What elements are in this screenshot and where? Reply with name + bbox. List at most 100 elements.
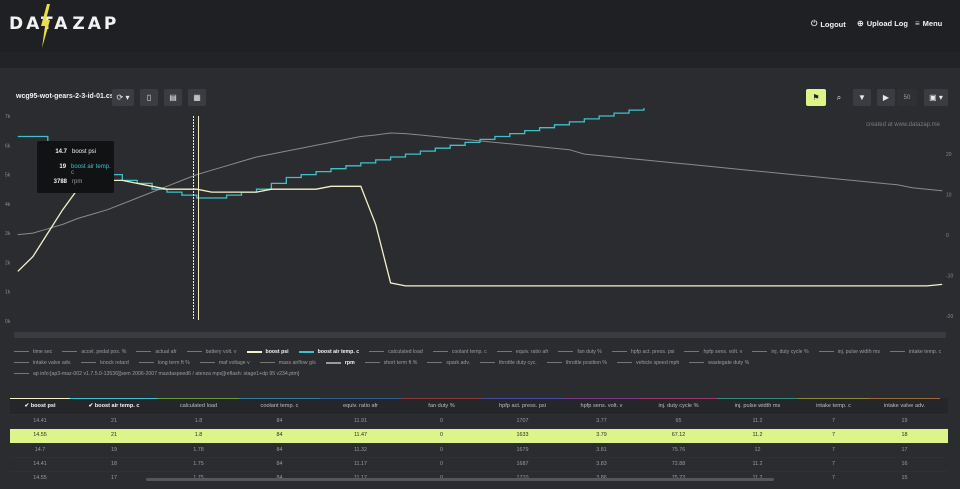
column-header[interactable]: intake valve adv.	[869, 398, 940, 414]
table-cell: 12	[754, 446, 761, 453]
table-cell: 0	[440, 432, 443, 439]
series-point	[300, 147, 302, 149]
legend-item[interactable]: hpfp sens. volt. v	[684, 347, 742, 358]
speed-input[interactable]: 50	[897, 89, 917, 106]
refresh-button[interactable]: ⟳ ▾	[112, 89, 134, 106]
layout-button[interactable]: ▤	[164, 89, 182, 106]
tooltip-value: 14.7	[55, 149, 67, 155]
column-header[interactable]: hpfp act. press. psi	[482, 398, 563, 414]
legend-label: rpm	[344, 360, 355, 366]
legend-item[interactable]: maf voltage v	[199, 358, 250, 369]
column-header[interactable]: coolant temp. c	[239, 398, 320, 414]
series-point	[405, 133, 406, 134]
table-cell: 7	[832, 446, 835, 453]
table-button[interactable]: ▦	[188, 89, 206, 106]
legend-swatch	[818, 350, 834, 353]
table-row[interactable]: 14.55 21 1.8 84 11.47 0 1633 3.79 67.12 11.2 7 18	[10, 428, 948, 443]
series-point	[554, 285, 555, 287]
legend-item[interactable]: boost psi	[246, 347, 289, 358]
menu-link[interactable]: ≡ Menu	[915, 19, 942, 28]
logout-label: Logout	[820, 19, 846, 29]
legend-item[interactable]: actual afr	[136, 347, 177, 358]
upload-log-link[interactable]: ⊕ Upload Log	[857, 19, 908, 28]
column-header[interactable]: ✔ boost air temp. c	[70, 398, 158, 414]
chart-svg[interactable]: 7k 6k 5k 4k 3k 2k 1k 0k 20 10 0 -10 -20 created at ww…	[0, 48, 960, 340]
legend-label: vehicle speed mph	[635, 360, 680, 366]
legend-item[interactable]: battery volt. v	[186, 347, 237, 358]
legend-item[interactable]: intake temp. c	[889, 347, 941, 358]
legend-item[interactable]: spark adv.	[427, 358, 470, 369]
legend-item[interactable]: equiv. ratio afr	[496, 347, 548, 358]
legend-item[interactable]: ap info:[ap3-maz-002 v1.7.5.0-13536][sem…	[14, 369, 299, 380]
flag-button[interactable]: ⚑	[806, 89, 826, 106]
legend-item[interactable]: throttle position %	[546, 358, 607, 369]
tooltip-value: 3788	[53, 179, 67, 185]
column-header[interactable]: hpfp sens. volt. v	[563, 398, 640, 414]
legend-item[interactable]: throttle duty cyc.	[479, 358, 537, 369]
legend-item[interactable]: rpm	[325, 358, 355, 369]
column-header[interactable]: calculated load	[158, 398, 239, 414]
series-point	[852, 285, 853, 287]
column-header[interactable]: intake temp. c	[798, 398, 869, 414]
series-point	[658, 285, 660, 287]
filter-button[interactable]: ▼	[853, 89, 871, 106]
chart-legend: time sec accel. pedal pos. % actual afr bat…	[14, 347, 954, 380]
table-row[interactable]: 14.7 19 1.78 84 11.32 0 1679 3.81 75.76 12 7 17	[10, 442, 948, 457]
series-point	[226, 165, 228, 167]
legend-item[interactable]: short term ft %	[364, 358, 417, 369]
column-header[interactable]: inj. pulse width ms	[717, 398, 798, 414]
series-point	[270, 153, 272, 155]
legend-item[interactable]: vehicle speed mph	[616, 358, 680, 369]
series-point	[330, 185, 332, 187]
power-icon: ⏻	[811, 19, 818, 28]
y-left-tick-label: 5k	[5, 173, 11, 179]
column-header[interactable]: ✔ boost psi	[10, 398, 70, 414]
legend-item[interactable]: fan duty %	[558, 347, 602, 358]
legend-item[interactable]: wastegate duty %	[689, 358, 749, 369]
series-point	[360, 185, 362, 187]
table-row[interactable]: 14.41 18 1.75 84 11.17 0 1687 3.83 72.88 11.2 7 16	[10, 456, 948, 471]
legend-item[interactable]: coolant temp. c	[432, 347, 487, 358]
legend-swatch	[427, 361, 443, 364]
series-point	[598, 285, 600, 287]
legend-item[interactable]: accel. pedal pos. %	[62, 347, 126, 358]
series-point	[494, 285, 496, 287]
legend-item[interactable]: knock retard	[81, 358, 129, 369]
column-header[interactable]: equiv. ratio afr	[320, 398, 401, 414]
legend-item[interactable]: long term ft %	[138, 358, 190, 369]
legend-item[interactable]: mass airflow g/s	[259, 358, 316, 369]
series-point	[673, 285, 675, 287]
series-point	[881, 182, 883, 184]
table-row[interactable]: 14.41 21 1.8 84 11.91 0 1707 3.77 65 11.2 7 19	[10, 414, 948, 428]
column-header[interactable]: inj. duty cycle %	[640, 398, 717, 414]
series-point	[196, 188, 198, 190]
legend-item[interactable]: calculated load	[369, 347, 423, 358]
legend-swatch	[889, 350, 905, 353]
legend-item[interactable]: inj. duty cycle %	[752, 347, 809, 358]
legend-item[interactable]: inj. pulse width ms	[818, 347, 880, 358]
legend-item[interactable]: time sec	[14, 347, 52, 358]
series-point	[926, 285, 928, 287]
legend-label: hpfp act. press. psi	[630, 349, 675, 355]
legend-item[interactable]: intake valve adv.	[14, 358, 71, 369]
zoom-button[interactable]: ⌕	[830, 89, 848, 106]
legend-label: throttle position %	[565, 360, 607, 366]
log-chart[interactable]: 7k 6k 5k 4k 3k 2k 1k 0k 20 10 0 -10 -20 created at ww…	[0, 48, 960, 340]
table-cell: 1.8	[194, 418, 203, 424]
logout-link[interactable]: ⏻ Logout	[811, 19, 846, 29]
legend-item[interactable]: boost air temp. c	[298, 347, 359, 358]
chart-range-slider[interactable]	[14, 332, 946, 338]
sub-navbar	[0, 52, 960, 68]
brand-logo[interactable]: DATA ZAP	[9, 14, 119, 34]
export-button[interactable]: ▯	[140, 89, 158, 106]
tools-button[interactable]: ▣ ▾	[924, 89, 948, 106]
series-point	[256, 188, 257, 190]
column-header-label: intake valve adv.	[883, 403, 926, 409]
legend-item[interactable]: hpfp act. press. psi	[611, 347, 675, 358]
play-button[interactable]: ▶	[877, 89, 895, 106]
series-point	[896, 285, 898, 287]
legend-label: boost psi	[265, 349, 289, 355]
series-point	[405, 285, 406, 287]
column-header[interactable]: fan duty %	[401, 398, 482, 414]
horizontal-scrollbar[interactable]	[146, 478, 774, 481]
